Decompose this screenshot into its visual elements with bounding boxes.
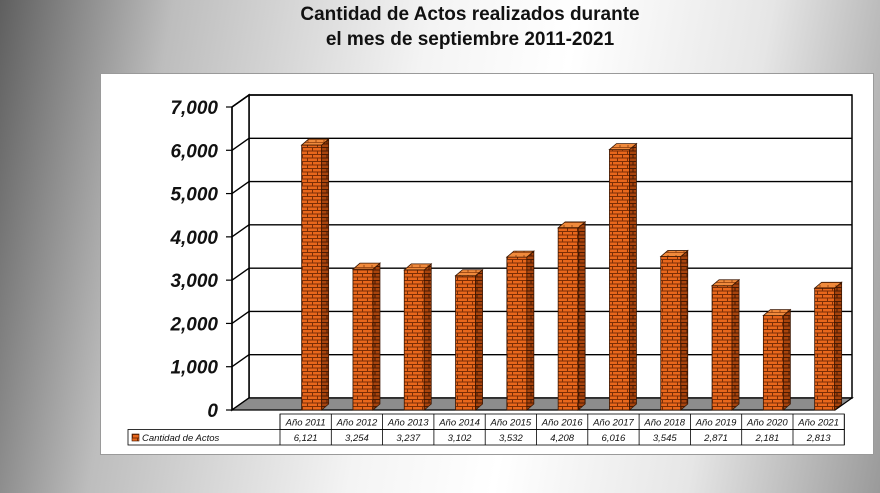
bar-side — [782, 308, 791, 411]
bar — [608, 142, 638, 411]
gridline — [231, 180, 852, 195]
bar-side — [577, 220, 586, 411]
legend-label: Cantidad de Actos — [142, 433, 220, 444]
data-label: 3,254 — [345, 433, 369, 444]
bar-side — [526, 250, 535, 411]
x-tick-label: Año 2013 — [387, 418, 429, 429]
bar-side — [680, 249, 689, 411]
bar-top — [351, 262, 382, 270]
gridline — [231, 224, 852, 238]
bar-side — [423, 263, 432, 411]
data-label: 3,545 — [653, 433, 677, 444]
gridlines — [231, 94, 852, 368]
bar-front — [506, 256, 528, 411]
bar-front — [660, 256, 682, 411]
bar-top — [557, 221, 587, 229]
bar — [454, 268, 484, 411]
data-label: 4,208 — [550, 433, 574, 444]
chart-title: Cantidad de Actos realizados durante el … — [0, 2, 880, 52]
x-tick-label: Año 2018 — [643, 418, 685, 429]
table-data-row — [127, 429, 845, 446]
bar-front — [814, 287, 836, 411]
gridline — [231, 94, 852, 108]
x-tick-label: Año 2014 — [438, 418, 480, 429]
bar-top — [813, 281, 843, 289]
data-table: Año 2011 6,121 Año 2012 3,254 Año 2013 3,237 A… — [127, 413, 845, 446]
bar-side — [731, 278, 740, 411]
chart-title-line1: Cantidad de Actos realizados durante — [300, 4, 640, 25]
bar-top — [403, 263, 433, 271]
bar-top — [608, 143, 638, 150]
floor — [230, 397, 854, 411]
y-tick-label: 5,000 — [170, 185, 218, 206]
bar-top — [659, 250, 689, 257]
bar-top — [454, 269, 484, 277]
bar — [505, 250, 535, 411]
bar — [557, 220, 587, 411]
legend-swatch — [131, 433, 140, 442]
bar-front — [403, 269, 425, 411]
plot-walls — [230, 93, 854, 412]
bar-top — [300, 138, 330, 146]
data-label: 6,016 — [602, 433, 626, 444]
data-label: 3,532 — [499, 433, 523, 444]
bar — [710, 278, 741, 411]
chart-title-line2: el mes de septiembre 2011-2021 — [325, 29, 615, 50]
y-tick-label: 7,000 — [170, 98, 218, 119]
bar — [351, 262, 382, 411]
bar — [762, 308, 792, 411]
x-tick-label: Año 2016 — [541, 418, 583, 429]
gridline — [231, 310, 852, 325]
x-tick-label: Año 2020 — [746, 418, 788, 429]
y-tick-label: 0 — [207, 401, 218, 422]
bar-side — [475, 268, 483, 411]
bar-top — [710, 279, 741, 287]
bar-front — [711, 285, 733, 411]
y-tick-label: 1,000 — [170, 358, 218, 379]
bar-front — [762, 315, 784, 411]
bar-top — [762, 309, 792, 316]
x-tick-label: Año 2021 — [797, 418, 839, 429]
bar — [659, 249, 689, 411]
data-label: 2,871 — [703, 433, 728, 444]
y-axis: 0 1,000 2,000 3,000 4,000 5,000 6,000 7,000 — [169, 98, 233, 422]
bar-side — [629, 142, 637, 411]
bar-side — [372, 262, 381, 411]
x-tick-label: Año 2017 — [592, 418, 634, 429]
bars — [300, 138, 843, 411]
bar-side — [321, 138, 330, 411]
y-tick-label: 2,000 — [169, 314, 218, 335]
bar-side — [834, 281, 843, 411]
data-label: 2,181 — [754, 433, 779, 444]
data-label: 2,813 — [806, 433, 831, 444]
x-tick-label: Año 2011 — [285, 418, 326, 429]
x-tick-label: Año 2012 — [336, 418, 378, 429]
bar-front — [455, 275, 476, 411]
y-tick-label: 3,000 — [170, 271, 218, 292]
bar-front — [609, 149, 630, 411]
bar-front — [301, 144, 323, 411]
data-label: 3,102 — [448, 433, 472, 444]
y-tick-label: 4,000 — [169, 228, 218, 249]
gridline — [231, 137, 852, 151]
gridline — [231, 354, 852, 368]
x-tick-label: Año 2019 — [695, 418, 737, 429]
bar — [403, 263, 433, 411]
bar-top — [505, 250, 535, 258]
side-wall — [231, 93, 250, 412]
bar-front — [557, 227, 579, 411]
y-tick-label: 6,000 — [170, 141, 218, 162]
back-wall — [248, 94, 853, 399]
data-label: 6,121 — [294, 433, 318, 444]
bar-front — [352, 268, 374, 411]
bar — [813, 281, 843, 411]
bar — [300, 138, 330, 411]
gridline — [231, 267, 852, 281]
x-tick-label: Año 2015 — [490, 418, 532, 429]
data-label: 3,237 — [396, 433, 420, 444]
